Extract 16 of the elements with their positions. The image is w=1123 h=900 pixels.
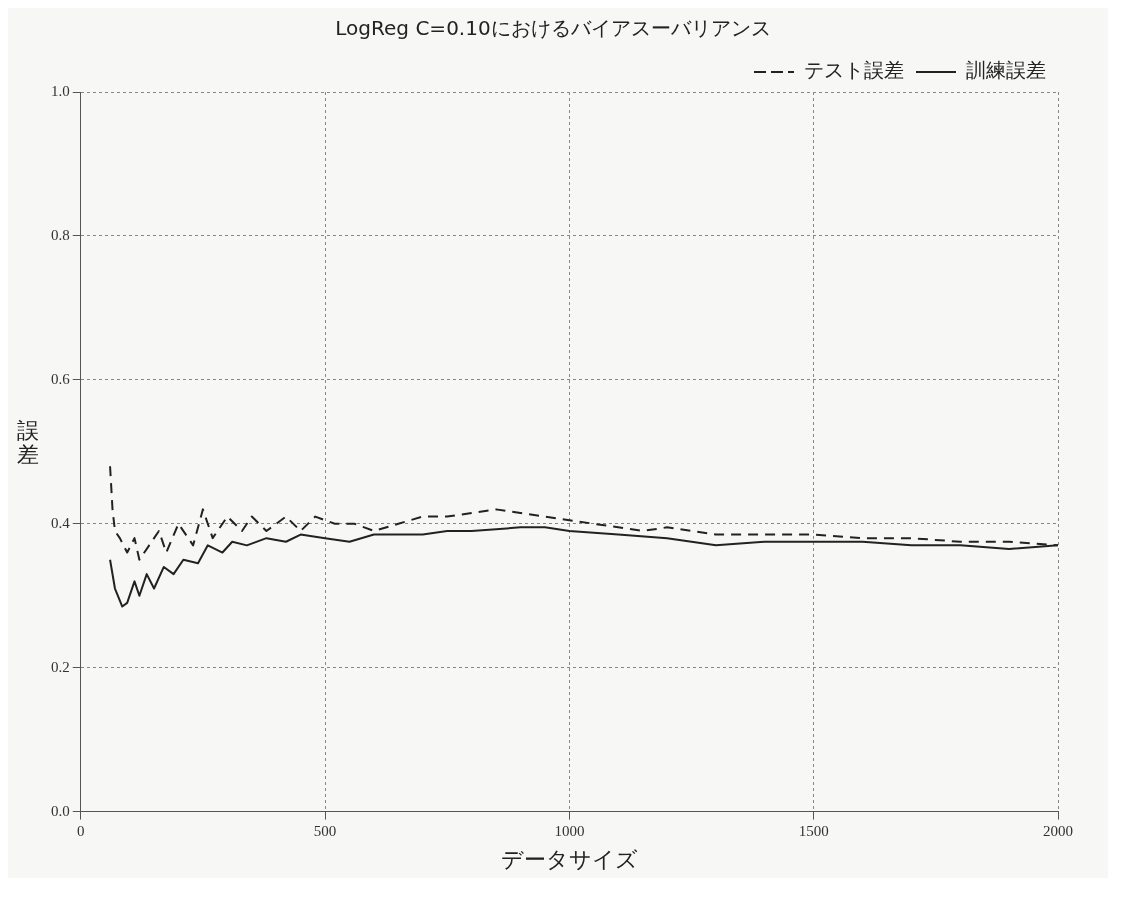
legend-label: テスト誤差	[804, 58, 904, 83]
x-tick-label: 2000	[1043, 822, 1073, 839]
x-tick-label: 1500	[798, 822, 829, 839]
y-tick-label: 0.0	[51, 802, 70, 819]
x-tick-label: 500	[313, 822, 337, 839]
y-tick-label: 0.4	[51, 514, 71, 531]
legend-label: 訓練誤差	[966, 58, 1046, 83]
y-axis-title: 誤差	[16, 417, 40, 468]
chart-title: LogReg C=0.10におけるバイアスーバリアンス	[335, 16, 771, 41]
y-tick-label: 1.0	[51, 82, 70, 99]
y-tick-label: 0.8	[51, 226, 70, 243]
x-tick-label: 1000	[554, 822, 585, 839]
x-tick-label: 0	[77, 822, 85, 839]
y-tick-label: 0.6	[51, 370, 71, 387]
x-axis-title: データサイズ	[500, 846, 638, 872]
y-tick-label: 0.2	[51, 658, 70, 675]
